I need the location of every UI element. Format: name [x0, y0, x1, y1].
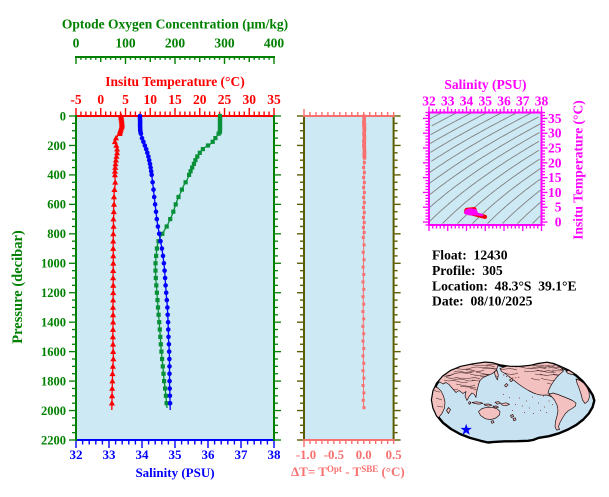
svg-text:Location: 48.3°S 39.1°E: Location: 48.3°S 39.1°E [432, 278, 577, 293]
svg-text:36: 36 [497, 94, 511, 109]
svg-text:0: 0 [73, 36, 80, 51]
svg-text:10: 10 [548, 185, 562, 200]
svg-text:2200: 2200 [41, 433, 66, 447]
svg-text:0.5: 0.5 [386, 448, 402, 462]
svg-text:33: 33 [103, 447, 117, 462]
svg-text:0.0: 0.0 [356, 448, 372, 462]
svg-text:35: 35 [169, 447, 183, 462]
svg-text:37: 37 [235, 447, 249, 462]
svg-text:Salinity (PSU): Salinity (PSU) [135, 465, 214, 480]
svg-text:-5: -5 [70, 92, 81, 107]
svg-text:34: 34 [136, 447, 150, 462]
svg-text:25: 25 [548, 141, 562, 156]
svg-text:1400: 1400 [41, 316, 66, 330]
svg-text:15: 15 [168, 92, 182, 107]
svg-text:5: 5 [122, 92, 129, 107]
svg-text:Pressure (decibar): Pressure (decibar) [10, 230, 26, 344]
svg-text:2000: 2000 [41, 404, 66, 418]
svg-text:Salinity (PSU): Salinity (PSU) [444, 77, 526, 92]
svg-text:35: 35 [548, 111, 562, 126]
svg-text:34: 34 [460, 94, 474, 109]
svg-text:Date: 08/10/2025: Date: 08/10/2025 [432, 294, 533, 309]
svg-text:25: 25 [218, 92, 232, 107]
svg-text:15: 15 [548, 170, 562, 185]
svg-text:30: 30 [548, 126, 562, 141]
svg-text:0: 0 [555, 215, 562, 230]
svg-text:200: 200 [165, 36, 186, 51]
svg-text:20: 20 [193, 92, 207, 107]
svg-text:ΔT= TOpt - TSBE (°C): ΔT= TOpt - TSBE (°C) [291, 464, 405, 479]
svg-text:5: 5 [555, 200, 562, 215]
svg-text:1600: 1600 [41, 345, 66, 359]
svg-text:800: 800 [47, 227, 66, 241]
svg-text:1200: 1200 [41, 286, 66, 300]
svg-text:100: 100 [115, 36, 136, 51]
svg-text:38: 38 [535, 94, 549, 109]
svg-text:400: 400 [47, 168, 66, 182]
svg-text:Insitu Temperature (°C): Insitu Temperature (°C) [105, 74, 244, 89]
svg-text:600: 600 [47, 198, 66, 212]
svg-text:Insitu Temperature (°C): Insitu Temperature (°C) [571, 100, 586, 239]
svg-text:0: 0 [97, 92, 104, 107]
svg-text:-0.5: -0.5 [324, 448, 344, 462]
svg-text:0: 0 [60, 109, 66, 123]
svg-text:-1.0: -1.0 [296, 448, 316, 462]
svg-text:10: 10 [143, 92, 157, 107]
svg-text:36: 36 [202, 447, 216, 462]
svg-text:Optode Oxygen Concentration (μ: Optode Oxygen Concentration (μm/kg) [62, 17, 288, 32]
svg-text:35: 35 [267, 92, 281, 107]
svg-text:Float: 12430: Float: 12430 [432, 248, 508, 263]
svg-text:30: 30 [242, 92, 256, 107]
svg-text:33: 33 [441, 94, 455, 109]
svg-text:32: 32 [422, 94, 436, 109]
svg-text:1800: 1800 [41, 374, 66, 388]
svg-text:20: 20 [548, 155, 562, 170]
svg-text:200: 200 [47, 139, 66, 153]
svg-text:38: 38 [268, 447, 282, 462]
svg-text:37: 37 [516, 94, 530, 109]
svg-text:Profile: 305: Profile: 305 [432, 263, 503, 278]
svg-text:400: 400 [264, 36, 285, 51]
svg-text:32: 32 [70, 447, 83, 462]
svg-text:1000: 1000 [41, 257, 66, 271]
svg-text:300: 300 [214, 36, 235, 51]
svg-text:35: 35 [478, 94, 492, 109]
